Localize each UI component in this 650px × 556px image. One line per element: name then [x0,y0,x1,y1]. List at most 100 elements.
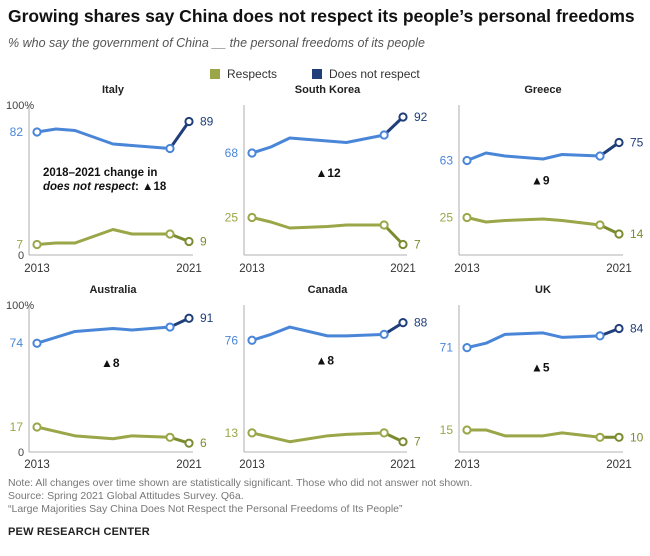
not-respect-point-end-uk [614,323,624,334]
not-respect-point-start-italy [32,127,42,137]
not-respect-point-2018-uk [595,331,605,341]
respects-point-2018-uk [595,432,605,442]
data-label-not-respect-start-italy: 82 [10,125,24,139]
not-respect-point-start-canada [247,335,257,345]
x-tick-label-end-australia: 2021 [176,459,202,471]
respects-line-greece [466,216,601,227]
not-respect-point-2018-south-korea [379,130,389,140]
not-respect-point-start-greece [462,155,472,166]
x-tick-label-end-south-korea: 2021 [390,263,416,275]
not-respect-recent-line-italy [168,120,191,150]
data-label-respects-start-uk: 15 [440,423,454,437]
data-label-respects-start-south-korea: 25 [225,211,239,225]
notes: Note: All changes over time shown are st… [8,477,472,516]
x-tick-label-start-australia: 2013 [24,459,50,471]
change-label-canada: ▲8 [316,353,335,367]
legend-item-not-respect: Does not respect [312,67,420,81]
y-tick-label-top-italy: 100% [6,100,34,112]
y-tick-label-bottom-australia: 0 [18,447,24,459]
x-tick-label-start-south-korea: 2013 [239,263,265,275]
respects-point-2018-greece [595,220,605,230]
x-tick-label-end-uk: 2021 [606,459,632,471]
data-label-respects-end-italy: 9 [200,235,207,249]
respects-point-start-greece [462,212,472,223]
data-label-not-respect-start-canada: 76 [225,333,239,347]
x-tick-label-end-greece: 2021 [606,263,632,275]
chart-title: Growing shares say China does not respec… [8,6,635,26]
not-respect-point-2018-canada [379,329,389,339]
not-respect-point-end-italy [184,116,194,127]
legend: Respects Does not respect [0,67,650,83]
not-respect-line-australia [36,325,171,345]
x-tick-label-start-uk: 2013 [454,459,480,471]
data-label-not-respect-end-uk: 84 [630,322,644,336]
respects-point-start-australia [32,422,42,432]
not-respect-point-2018-italy [165,143,175,154]
respects-line-australia [36,425,171,441]
data-label-respects-end-canada: 7 [414,435,421,449]
data-label-respects-end-australia: 6 [200,436,207,450]
respects-line-italy [36,228,170,246]
legend-item-respects: Respects [210,67,277,81]
panel-title-uk: UK [535,284,551,296]
not-respect-point-2018-australia [165,322,175,332]
not-respect-line-canada [251,325,385,342]
respects-point-end-australia [184,438,194,448]
respects-point-2018-australia [165,432,175,442]
not-respect-line-italy [36,127,171,150]
annotation-line-1: 2018–2021 change in [43,167,157,179]
respects-point-start-south-korea [247,212,257,223]
data-label-not-respect-end-italy: 89 [200,115,214,129]
change-label-australia: ▲8 [101,356,120,370]
respects-line-canada [251,431,385,444]
not-respect-point-2018-greece [595,151,605,161]
not-respect-point-end-canada [398,318,408,328]
not-respect-line-uk [466,331,601,350]
change-label-uk: ▲5 [531,361,550,375]
data-label-respects-end-uk: 10 [630,430,644,444]
panel-title-italy: Italy [102,84,125,96]
y-tick-label-top-australia: 100% [6,300,34,312]
chart-subtitle: % who say the government of China __ the… [8,36,425,50]
panel-title-canada: Canada [308,284,349,296]
y-tick-label-bottom-italy: 0 [18,250,24,262]
not-respect-point-end-south-korea [398,112,408,122]
x-tick-label-end-canada: 2021 [390,459,416,471]
change-label-greece: ▲9 [531,174,550,188]
data-label-respects-start-canada: 13 [225,426,239,440]
respects-point-start-italy [32,239,42,250]
data-label-respects-end-south-korea: 7 [414,238,421,252]
data-label-respects-start-australia: 17 [10,420,24,434]
respects-point-start-uk [462,425,472,435]
x-tick-label-end-italy: 2021 [176,263,202,275]
data-label-not-respect-start-australia: 74 [10,336,24,350]
data-label-respects-start-italy: 7 [16,238,23,252]
data-label-not-respect-start-uk: 71 [440,341,454,355]
legend-label-not-respect: Does not respect [329,67,420,81]
x-tick-label-start-greece: 2013 [454,263,480,275]
data-label-not-respect-end-canada: 88 [414,316,428,330]
respects-line-uk [467,428,601,439]
respects-point-2018-south-korea [379,220,389,230]
panel-title-australia: Australia [89,284,137,296]
not-respect-line-south-korea [251,133,385,155]
legend-label-respects: Respects [227,67,278,81]
not-respect-line-greece [466,151,601,162]
data-label-not-respect-start-south-korea: 68 [225,146,239,160]
respects-point-end-greece [614,229,624,239]
x-tick-label-start-italy: 2013 [24,263,50,275]
not-respect-point-end-australia [184,313,194,323]
report-title: “Large Majorities Say China Does Not Res… [8,503,403,515]
not-respect-point-start-south-korea [247,148,257,158]
not-respect-point-end-greece [614,137,624,148]
respects-point-2018-canada [379,428,389,438]
legend-swatch-respects [210,69,220,79]
data-label-not-respect-end-australia: 91 [200,311,214,325]
data-label-respects-start-greece: 25 [440,211,454,225]
not-respect-point-start-australia [32,338,42,348]
organization-name: PEW RESEARCH CENTER [8,526,150,538]
not-respect-point-start-uk [462,343,472,353]
respects-point-end-south-korea [398,239,408,250]
respects-point-end-canada [398,437,408,447]
data-label-not-respect-end-south-korea: 92 [414,110,428,124]
